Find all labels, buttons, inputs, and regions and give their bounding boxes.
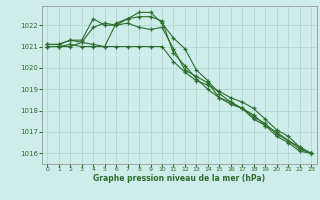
X-axis label: Graphe pression niveau de la mer (hPa): Graphe pression niveau de la mer (hPa) bbox=[93, 174, 265, 183]
